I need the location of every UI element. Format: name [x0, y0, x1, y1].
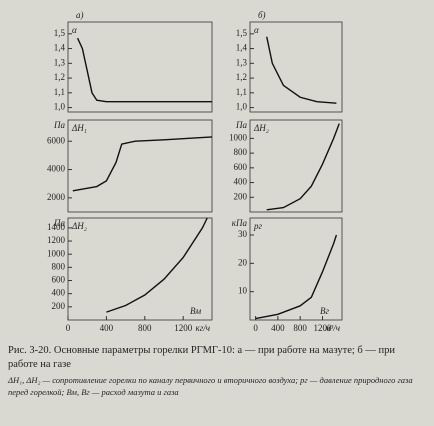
x-unit-label: м³/ч [324, 323, 340, 333]
caption-title: Рис. 3-20. Основные параметры горелки РГ… [8, 345, 395, 370]
y-tick-label: 200 [234, 191, 248, 201]
panel-frame [249, 21, 343, 113]
y-axis-label: ΔH₂ [71, 221, 87, 231]
y-tick-label: 1,1 [54, 87, 65, 97]
x-tick-label: 400 [100, 323, 114, 333]
x-tick-label: 800 [138, 323, 152, 333]
data-line [76, 37, 212, 103]
y-axis-label: ΔH₂ [253, 123, 269, 133]
y-tick-label: 200 [52, 301, 66, 311]
unit-label: Па [235, 120, 247, 130]
y-tick-label: 4000 [47, 164, 66, 174]
x-tick-label: 1200 [174, 323, 193, 333]
y-tick-label: 600 [234, 162, 248, 172]
y-tick-label: 1,5 [54, 28, 66, 38]
y-axis-label: α [254, 25, 259, 35]
y-tick-label: 1,0 [236, 102, 248, 112]
panel-label: а) [76, 10, 84, 20]
y-tick-label: 800 [234, 147, 248, 157]
y-tick-label: 1200 [47, 235, 66, 245]
panel-frame [249, 119, 343, 213]
y-tick-label: 1,2 [236, 72, 247, 82]
panel-frame [249, 217, 343, 321]
y-axis-label: pг [253, 221, 263, 231]
y-tick-label: 1,4 [236, 43, 248, 53]
y-tick-label: 600 [52, 275, 66, 285]
data-line [72, 136, 213, 192]
y-tick-label: 1000 [229, 132, 248, 142]
caption-note: ΔH₁, ΔH₂ — сопротивление горелки по кана… [8, 375, 413, 397]
x-unit-label: кг/ч [195, 323, 210, 333]
y-tick-label: 6000 [47, 135, 66, 145]
y-tick-label: 20 [238, 257, 248, 267]
panel-frame [67, 21, 213, 113]
x-axis-label: Вг [320, 306, 329, 316]
x-axis-label: Вм [190, 306, 201, 316]
y-tick-label: 1,3 [236, 57, 248, 67]
y-tick-label: 1,1 [236, 87, 247, 97]
y-tick-label: 1,3 [54, 57, 66, 67]
y-tick-label: 1400 [47, 222, 66, 232]
unit-label: Па [53, 120, 65, 130]
x-tick-label: 400 [271, 323, 285, 333]
data-line [266, 36, 337, 104]
data-line [266, 123, 340, 211]
y-tick-label: 400 [52, 288, 66, 298]
y-tick-label: 2000 [47, 192, 66, 202]
y-tick-label: 1000 [47, 248, 66, 258]
panel-frame [67, 119, 213, 213]
data-line [106, 217, 208, 313]
y-tick-label: 800 [52, 261, 66, 271]
y-axis-label: α [72, 25, 77, 35]
x-tick-label: 1200 [313, 323, 332, 333]
unit-label: кПа [232, 218, 248, 228]
panel-frame [67, 217, 213, 321]
y-tick-label: 30 [238, 229, 248, 239]
panel-label: б) [258, 10, 266, 20]
y-tick-label: 400 [234, 177, 248, 187]
data-line [255, 234, 338, 320]
x-tick-label: 0 [66, 323, 71, 333]
y-tick-label: 1,0 [54, 102, 66, 112]
y-axis-label: ΔH₁ [71, 123, 87, 133]
y-tick-label: 1,2 [54, 72, 65, 82]
y-tick-label: 1,5 [236, 28, 248, 38]
x-tick-label: 800 [293, 323, 307, 333]
y-tick-label: 1,4 [54, 43, 66, 53]
y-tick-label: 10 [238, 286, 248, 296]
x-tick-label: 0 [253, 323, 258, 333]
unit-label: Па [53, 218, 65, 228]
